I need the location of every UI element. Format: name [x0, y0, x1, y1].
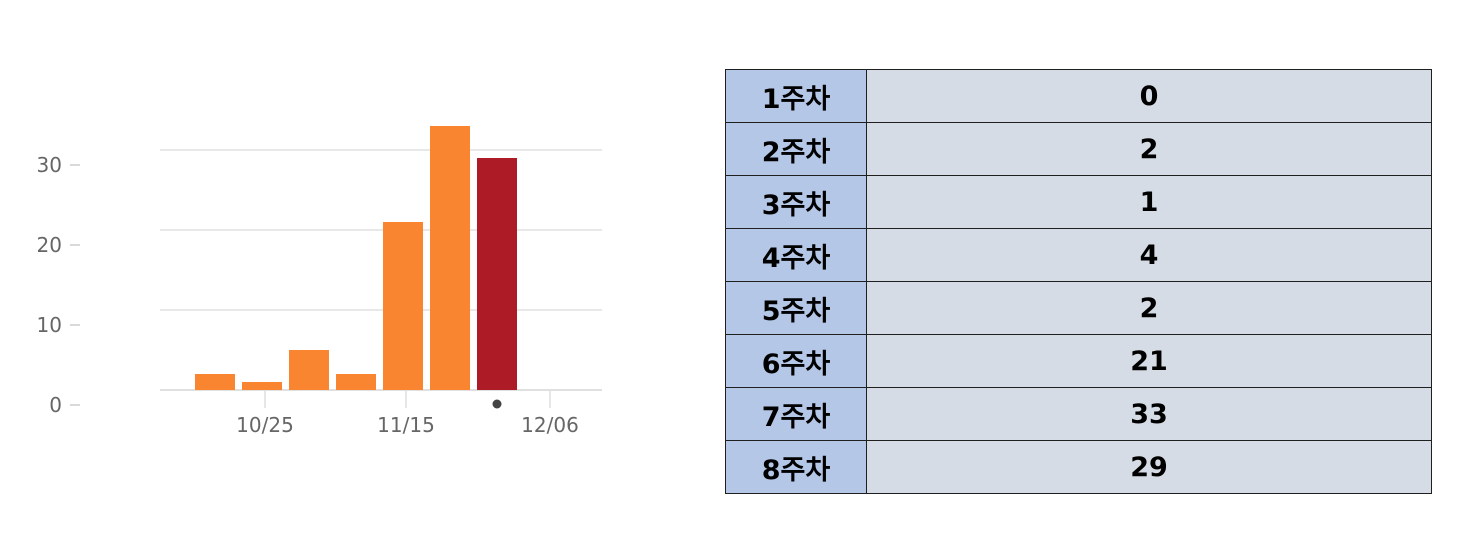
y-tick-label: 30 — [37, 153, 62, 177]
x-tick-label: 10/25 — [236, 413, 294, 437]
x-tick-label: 12/06 — [521, 413, 579, 437]
x-tick-label: 11/15 — [377, 413, 435, 437]
week-value-cell: 29 — [866, 440, 1432, 494]
weekly-count-table: 1주차 0 2주차 2 3주차 1 4주차 4 5주차 2 6주차 21 7주차 33 8주차 29 — [725, 69, 1432, 494]
bar-highlighted[interactable] — [477, 158, 517, 390]
table-row: 2주차 2 — [725, 122, 1432, 176]
week-label-cell: 2주차 — [725, 122, 867, 176]
bar[interactable] — [383, 222, 423, 390]
y-tick-label: 0 — [49, 393, 62, 417]
chart-bars — [195, 126, 517, 409]
week-value-cell: 33 — [866, 387, 1432, 441]
table-row: 8주차 29 — [725, 440, 1432, 494]
table-row: 7주차 33 — [725, 387, 1432, 441]
chart-gridlines — [160, 149, 602, 391]
bar-chart-svg: 0 10 20 30 10/25 11/15 12/06 — [37, 126, 602, 437]
table-row: 5주차 2 — [725, 281, 1432, 335]
bar[interactable] — [289, 350, 329, 390]
bar-chart: 0 10 20 30 10/25 11/15 12/06 — [0, 0, 680, 550]
y-axis: 0 10 20 30 — [37, 153, 80, 417]
week-label-cell: 1주차 — [725, 69, 867, 123]
week-value-cell: 4 — [866, 228, 1432, 282]
table-row: 6주차 21 — [725, 334, 1432, 388]
bar[interactable] — [336, 374, 376, 390]
table-row: 1주차 0 — [725, 69, 1432, 123]
week-value-cell: 2 — [866, 122, 1432, 176]
week-value-cell: 0 — [866, 69, 1432, 123]
table-row: 3주차 1 — [725, 175, 1432, 229]
bar[interactable] — [242, 382, 282, 390]
y-tick-label: 20 — [37, 233, 62, 257]
y-tick-label: 10 — [37, 313, 62, 337]
week-label-cell: 5주차 — [725, 281, 867, 335]
week-value-cell: 2 — [866, 281, 1432, 335]
week-value-cell: 1 — [866, 175, 1432, 229]
bar[interactable] — [430, 126, 470, 390]
week-value-cell: 21 — [866, 334, 1432, 388]
x-axis: 10/25 11/15 12/06 — [236, 391, 579, 437]
week-label-cell: 6주차 — [725, 334, 867, 388]
current-week-marker-dot — [492, 399, 502, 409]
bar[interactable] — [195, 374, 235, 390]
week-label-cell: 7주차 — [725, 387, 867, 441]
week-label-cell: 8주차 — [725, 440, 867, 494]
week-label-cell: 3주차 — [725, 175, 867, 229]
table-row: 4주차 4 — [725, 228, 1432, 282]
weekly-count-table-body: 1주차 0 2주차 2 3주차 1 4주차 4 5주차 2 6주차 21 7주차 33 8주차 29 — [725, 69, 1432, 494]
week-label-cell: 4주차 — [725, 228, 867, 282]
